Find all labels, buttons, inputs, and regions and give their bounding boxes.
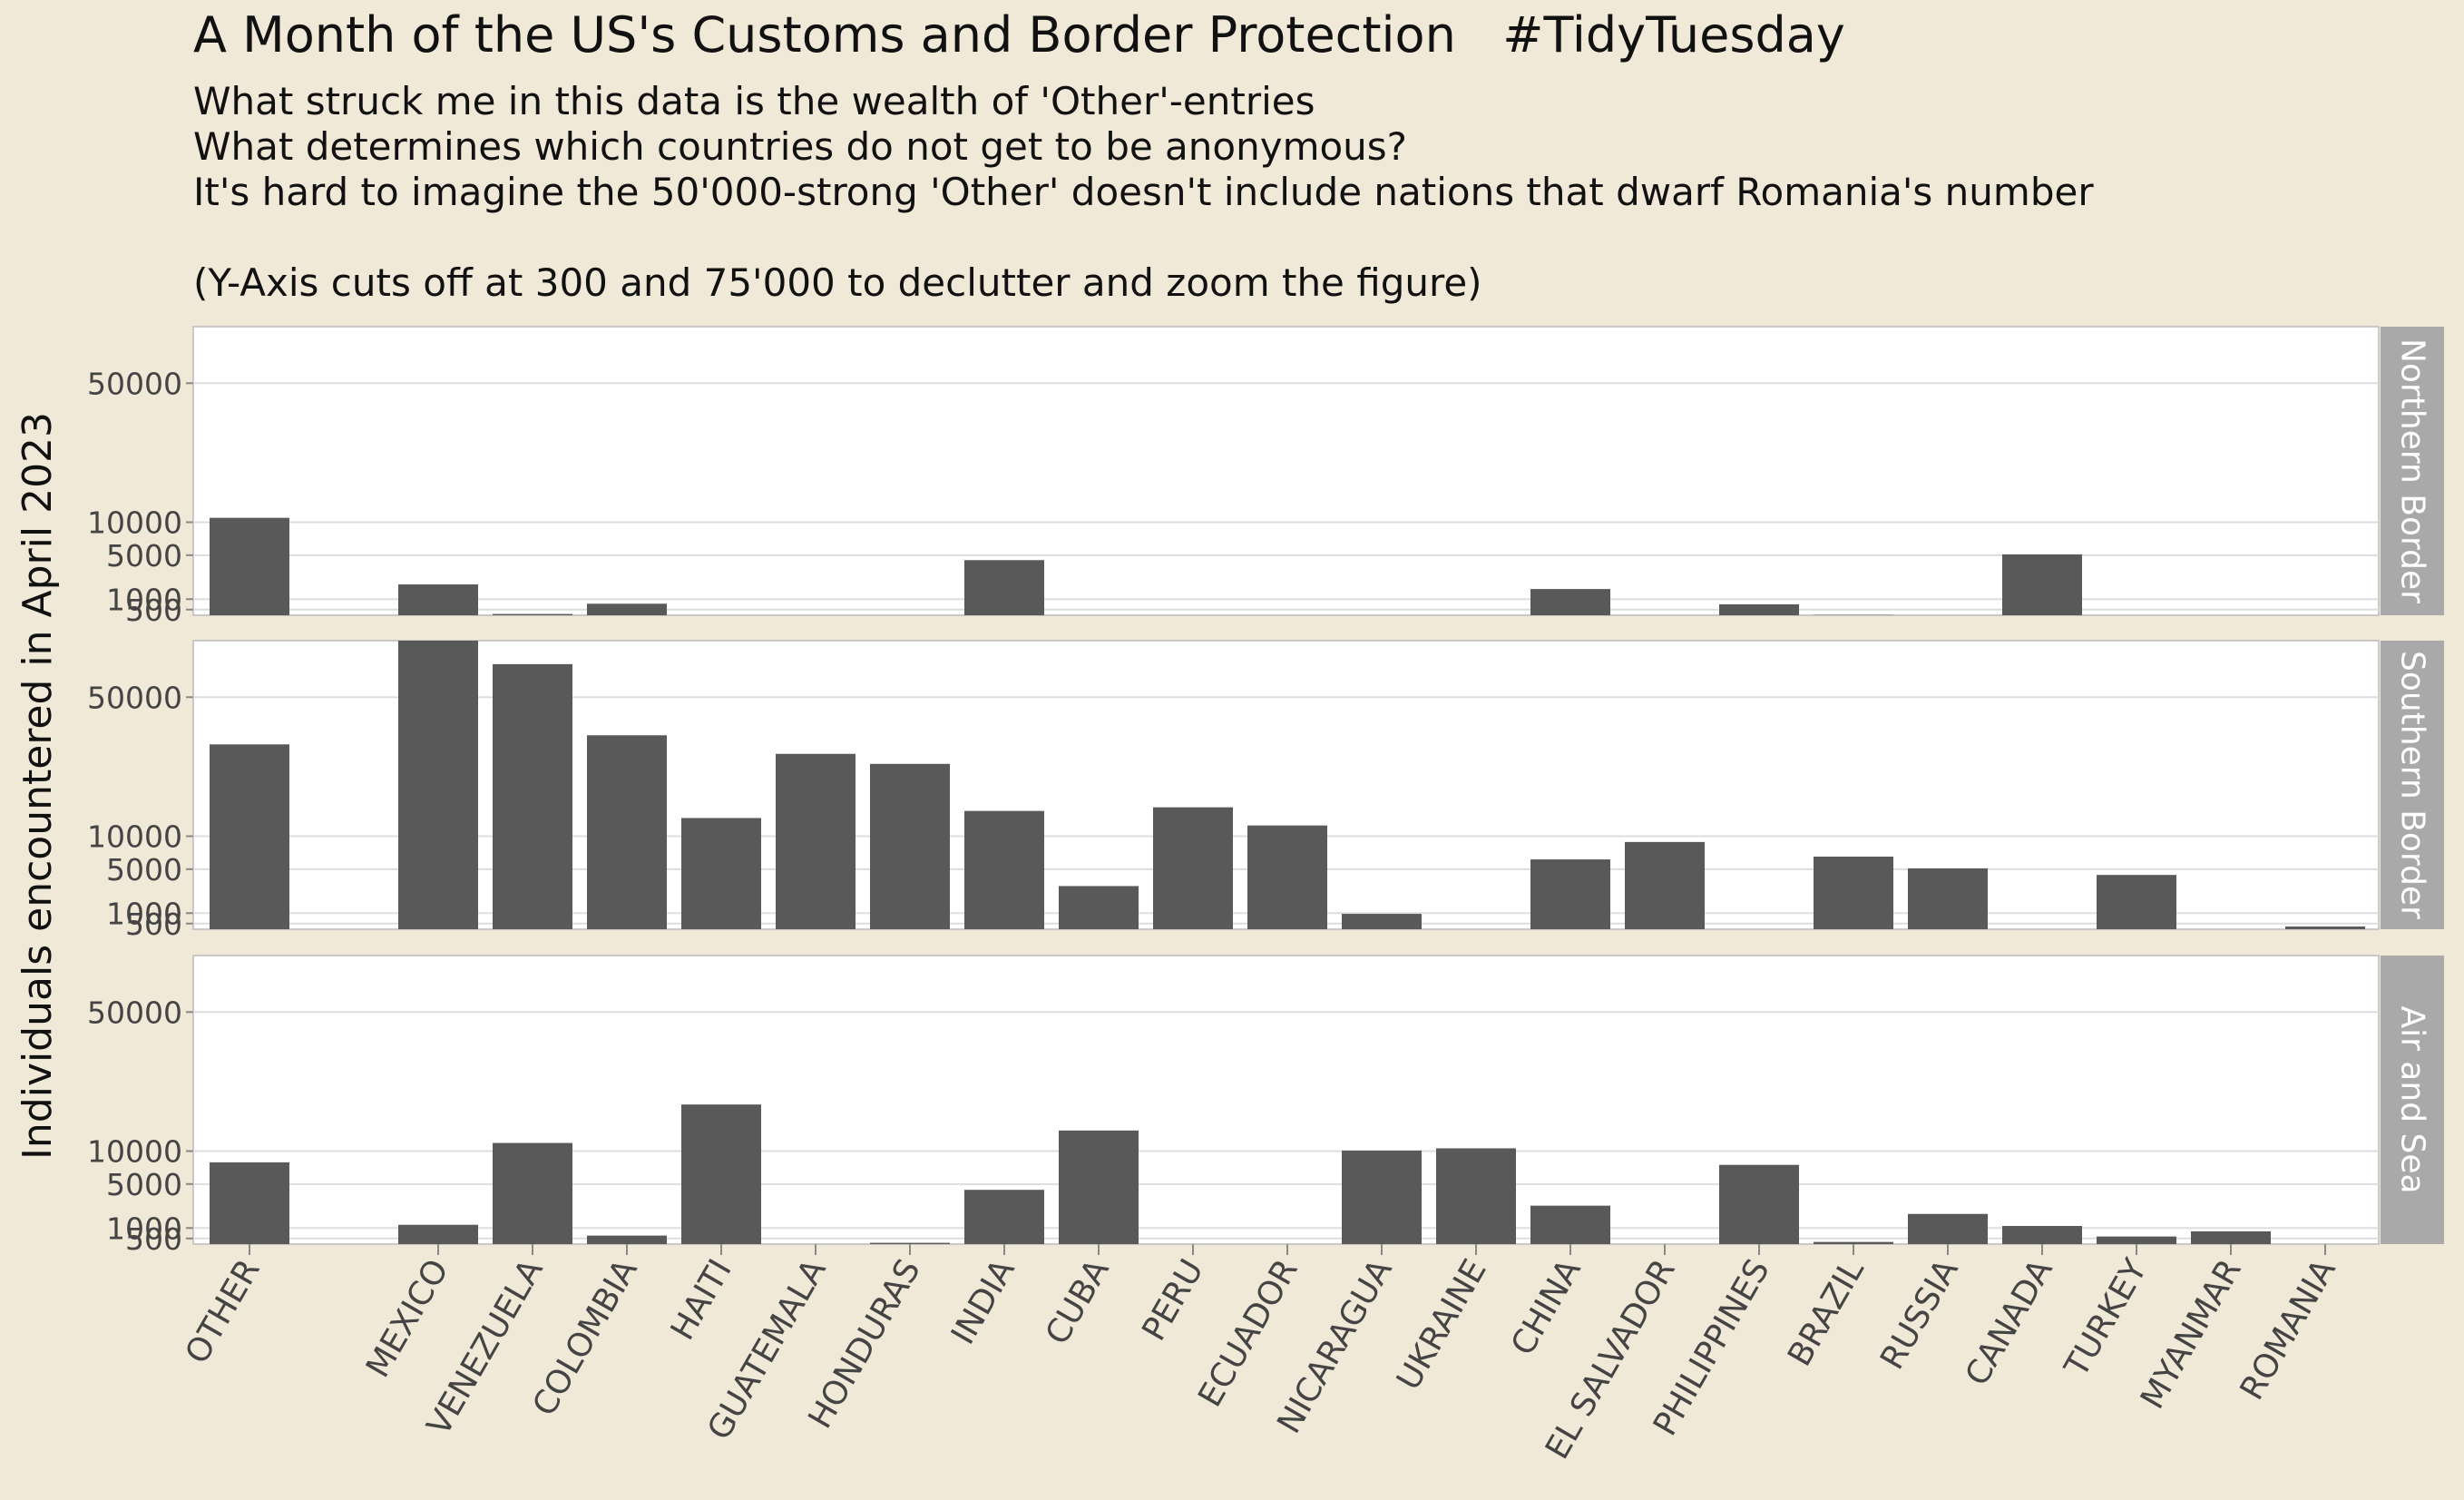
subtitle-line-2: What determines which countries do not g… bbox=[193, 124, 1407, 169]
bar-air-and-sea-colombia bbox=[587, 1235, 667, 1244]
strip-air-and-sea bbox=[2381, 956, 2444, 1244]
bar-northern-border-philippines bbox=[1719, 603, 1799, 615]
y-tick-label-air-and-sea-50000: 50000 bbox=[87, 995, 182, 1030]
x-tick-label-cuba: CUBA bbox=[1039, 1253, 1117, 1351]
bar-air-and-sea-russia bbox=[1908, 1213, 1988, 1244]
bar-air-and-sea-nicaragua bbox=[1342, 1150, 1422, 1244]
x-tick-label-china: CHINA bbox=[1504, 1253, 1589, 1362]
bar-southern-border-other bbox=[210, 744, 289, 929]
bar-air-and-sea-haiti bbox=[681, 1104, 761, 1244]
bar-air-and-sea-myanmar bbox=[2191, 1230, 2271, 1244]
y-tick-label-northern-border-50000: 50000 bbox=[87, 366, 182, 401]
x-tick-label-brazil: BRAZIL bbox=[1781, 1253, 1872, 1373]
bar-air-and-sea-ukraine bbox=[1436, 1148, 1516, 1244]
bar-air-and-sea-philippines bbox=[1719, 1164, 1799, 1244]
bar-southern-border-india bbox=[964, 810, 1044, 929]
x-tick-label-mexico: MEXICO bbox=[359, 1253, 456, 1384]
bar-southern-border-el-salvador bbox=[1625, 841, 1705, 929]
y-tick-label-air-and-sea-500: 500 bbox=[125, 1221, 182, 1257]
bar-southern-border-colombia bbox=[587, 735, 667, 929]
strip-label-air-and-sea: Air and Sea bbox=[2394, 1005, 2431, 1193]
x-tick-label-india: INDIA bbox=[944, 1253, 1022, 1351]
x-tick-label-peru: PERU bbox=[1135, 1253, 1210, 1347]
y-tick-label-southern-border-1000: 1000 bbox=[106, 896, 182, 931]
bar-northern-border-colombia bbox=[587, 603, 667, 615]
chart-subtitle: What struck me in this data is the wealt… bbox=[193, 79, 2094, 305]
bar-northern-border-china bbox=[1530, 589, 1610, 615]
bar-southern-border-russia bbox=[1908, 868, 1988, 929]
bar-air-and-sea-venezuela bbox=[493, 1142, 572, 1244]
x-tick-label-other: OTHER bbox=[179, 1253, 268, 1370]
bar-air-and-sea-india bbox=[964, 1190, 1044, 1244]
strip-southern-border bbox=[2381, 641, 2444, 929]
x-tick-label-canada: CANADA bbox=[1959, 1253, 2060, 1392]
y-tick-label-air-and-sea-5000: 5000 bbox=[106, 1167, 182, 1202]
y-tick-label-air-and-sea-1000: 1000 bbox=[106, 1211, 182, 1246]
y-tick-label-southern-border-5000: 5000 bbox=[106, 852, 182, 887]
bar-southern-border-haiti bbox=[681, 818, 761, 929]
chart-title: A Month of the US's Customs and Border P… bbox=[193, 6, 1845, 64]
y-tick-label-southern-border-10000: 10000 bbox=[87, 819, 182, 855]
strip-label-northern-border: Northern Border bbox=[2394, 338, 2431, 603]
bar-northern-border-venezuela bbox=[493, 613, 572, 615]
bar-southern-border-ecuador bbox=[1247, 825, 1327, 929]
bar-air-and-sea-brazil bbox=[1814, 1241, 1893, 1244]
bar-air-and-sea-turkey bbox=[2097, 1236, 2176, 1244]
bar-northern-border-canada bbox=[2002, 554, 2082, 615]
bar-southern-border-venezuela bbox=[493, 663, 572, 929]
bar-southern-border-honduras bbox=[870, 763, 950, 929]
y-tick-label-northern-border-5000: 5000 bbox=[106, 538, 182, 574]
y-tick-label-southern-border-500: 500 bbox=[125, 907, 182, 942]
bar-northern-border-other bbox=[210, 517, 289, 615]
bar-southern-border-cuba bbox=[1059, 886, 1139, 929]
bar-air-and-sea-canada bbox=[2002, 1225, 2082, 1244]
bar-air-and-sea-cuba bbox=[1059, 1130, 1139, 1244]
bar-southern-border-peru bbox=[1153, 807, 1233, 929]
y-tick-label-northern-border-10000: 10000 bbox=[87, 505, 182, 541]
strip-label-southern-border: Southern Border bbox=[2394, 651, 2431, 919]
x-tick-label-turkey: TURKEY bbox=[2058, 1252, 2155, 1384]
bar-southern-border-guatemala bbox=[776, 753, 856, 929]
strip-northern-border bbox=[2381, 327, 2444, 615]
y-axis-label: Individuals encountered in April 2023 bbox=[15, 412, 61, 1160]
subtitle-line-1: What struck me in this data is the wealt… bbox=[193, 79, 1315, 123]
bar-southern-border-china bbox=[1530, 859, 1610, 929]
bar-air-and-sea-mexico bbox=[398, 1224, 478, 1244]
bar-air-and-sea-china bbox=[1530, 1205, 1610, 1244]
panel-background-air-and-sea bbox=[192, 955, 2380, 1245]
x-tick-label-romania: ROMANIA bbox=[2234, 1253, 2343, 1407]
bar-air-and-sea-other bbox=[210, 1162, 289, 1244]
subtitle-line-5: (Y-Axis cuts off at 300 and 75'000 to de… bbox=[193, 260, 1482, 305]
y-tick-label-northern-border-1000: 1000 bbox=[106, 582, 182, 617]
bar-northern-border-mexico bbox=[398, 584, 478, 615]
bar-northern-border-india bbox=[964, 560, 1044, 615]
bar-southern-border-romania bbox=[2285, 926, 2365, 929]
bar-southern-border-brazil bbox=[1814, 857, 1893, 929]
y-tick-label-air-and-sea-10000: 10000 bbox=[87, 1134, 182, 1170]
subtitle-line-3: It's hard to imagine the 50'000-strong '… bbox=[193, 170, 2094, 214]
bar-air-and-sea-honduras bbox=[870, 1242, 950, 1244]
x-tick-label-ukraine: UKRAINE bbox=[1390, 1253, 1494, 1397]
x-tick-label-haiti: HAITI bbox=[664, 1253, 739, 1347]
x-tick-label-russia: RUSSIA bbox=[1873, 1253, 1966, 1376]
bar-southern-border-mexico bbox=[398, 641, 478, 929]
y-tick-label-northern-border-500: 500 bbox=[125, 593, 182, 628]
bar-southern-border-nicaragua bbox=[1342, 914, 1422, 929]
y-tick-label-southern-border-50000: 50000 bbox=[87, 680, 182, 715]
bar-southern-border-turkey bbox=[2097, 875, 2176, 929]
